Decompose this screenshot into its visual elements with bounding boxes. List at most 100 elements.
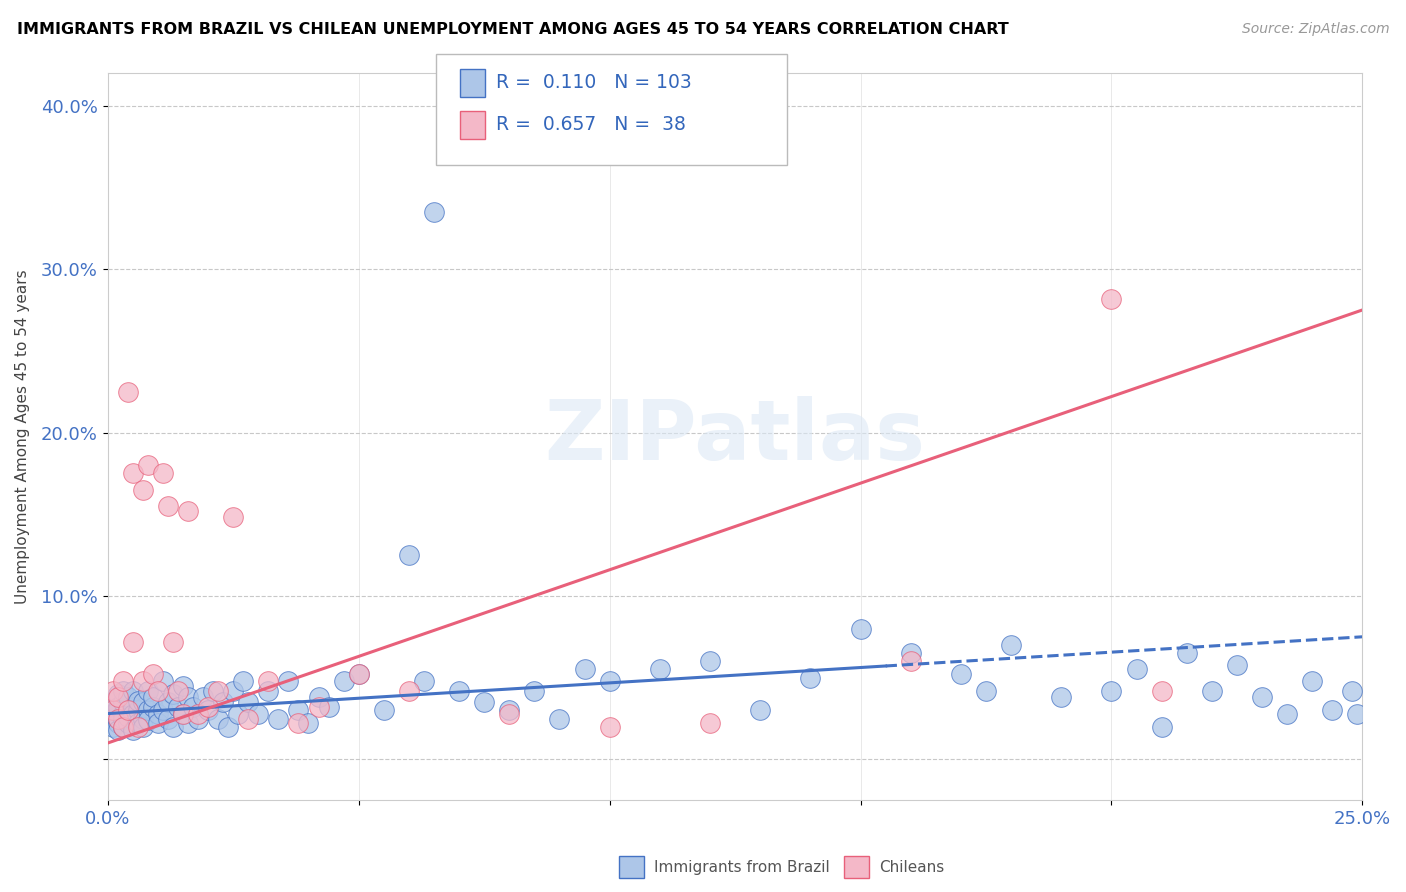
- Point: [107, 703, 129, 717]
- Point: [101, 695, 124, 709]
- Point: [799, 671, 821, 685]
- Point: [217, 720, 239, 734]
- Point: [308, 700, 330, 714]
- Point: [472, 695, 495, 709]
- Point: [132, 673, 155, 688]
- Point: [127, 716, 149, 731]
- Point: [257, 683, 280, 698]
- Point: [1341, 683, 1364, 698]
- Point: [107, 711, 129, 725]
- Point: [548, 711, 571, 725]
- Point: [127, 693, 149, 707]
- Point: [121, 634, 143, 648]
- Point: [222, 683, 245, 698]
- Point: [423, 205, 446, 219]
- Point: [162, 720, 184, 734]
- Point: [101, 711, 124, 725]
- Point: [287, 716, 309, 731]
- Point: [1150, 720, 1173, 734]
- Point: [207, 711, 229, 725]
- Point: [1101, 683, 1123, 698]
- Point: [318, 700, 340, 714]
- Point: [177, 716, 200, 731]
- Point: [111, 683, 134, 698]
- Point: [162, 687, 184, 701]
- Point: [107, 723, 129, 737]
- Point: [1201, 683, 1223, 698]
- Point: [136, 458, 159, 473]
- Point: [156, 695, 179, 709]
- Text: Chileans: Chileans: [879, 860, 943, 874]
- Point: [1226, 657, 1249, 672]
- Point: [347, 667, 370, 681]
- Point: [749, 703, 772, 717]
- Text: R =  0.110   N = 103: R = 0.110 N = 103: [496, 73, 692, 93]
- Point: [599, 673, 621, 688]
- Point: [117, 703, 139, 717]
- Point: [257, 673, 280, 688]
- Point: [574, 663, 596, 677]
- Point: [107, 711, 129, 725]
- Point: [1251, 690, 1274, 705]
- Point: [498, 706, 520, 721]
- Point: [127, 703, 149, 717]
- Point: [287, 703, 309, 717]
- Point: [172, 679, 194, 693]
- Point: [699, 654, 721, 668]
- Point: [111, 706, 134, 721]
- Point: [1150, 683, 1173, 698]
- Point: [949, 667, 972, 681]
- Point: [523, 683, 546, 698]
- Point: [156, 499, 179, 513]
- Point: [398, 548, 420, 562]
- Point: [107, 716, 129, 731]
- Point: [648, 663, 671, 677]
- Point: [136, 713, 159, 727]
- Point: [117, 703, 139, 717]
- Point: [127, 720, 149, 734]
- Point: [121, 723, 143, 737]
- Point: [1000, 638, 1022, 652]
- Point: [267, 711, 290, 725]
- Point: [101, 683, 124, 698]
- Point: [1050, 690, 1073, 705]
- Point: [1275, 706, 1298, 721]
- Point: [146, 706, 169, 721]
- Point: [132, 695, 155, 709]
- Point: [101, 703, 124, 717]
- Point: [162, 634, 184, 648]
- Point: [121, 700, 143, 714]
- Point: [136, 683, 159, 698]
- Point: [1322, 703, 1344, 717]
- Text: ZIPatlas: ZIPatlas: [544, 396, 925, 477]
- Point: [181, 700, 204, 714]
- Point: [152, 703, 174, 717]
- Point: [177, 690, 200, 705]
- Point: [101, 706, 124, 721]
- Point: [1346, 706, 1368, 721]
- Point: [167, 700, 190, 714]
- Point: [136, 703, 159, 717]
- Text: Source: ZipAtlas.com: Source: ZipAtlas.com: [1241, 22, 1389, 37]
- Point: [142, 667, 165, 681]
- Point: [238, 695, 260, 709]
- Point: [699, 716, 721, 731]
- Point: [1301, 673, 1323, 688]
- Point: [277, 673, 299, 688]
- Point: [111, 673, 134, 688]
- Point: [101, 720, 124, 734]
- Point: [398, 683, 420, 698]
- Point: [132, 711, 155, 725]
- Point: [146, 716, 169, 731]
- Point: [332, 673, 354, 688]
- Point: [238, 711, 260, 725]
- Point: [447, 683, 470, 698]
- Point: [111, 695, 134, 709]
- Point: [117, 384, 139, 399]
- Point: [1101, 292, 1123, 306]
- Point: [599, 720, 621, 734]
- Point: [132, 720, 155, 734]
- Point: [191, 690, 214, 705]
- Point: [498, 703, 520, 717]
- Point: [101, 703, 124, 717]
